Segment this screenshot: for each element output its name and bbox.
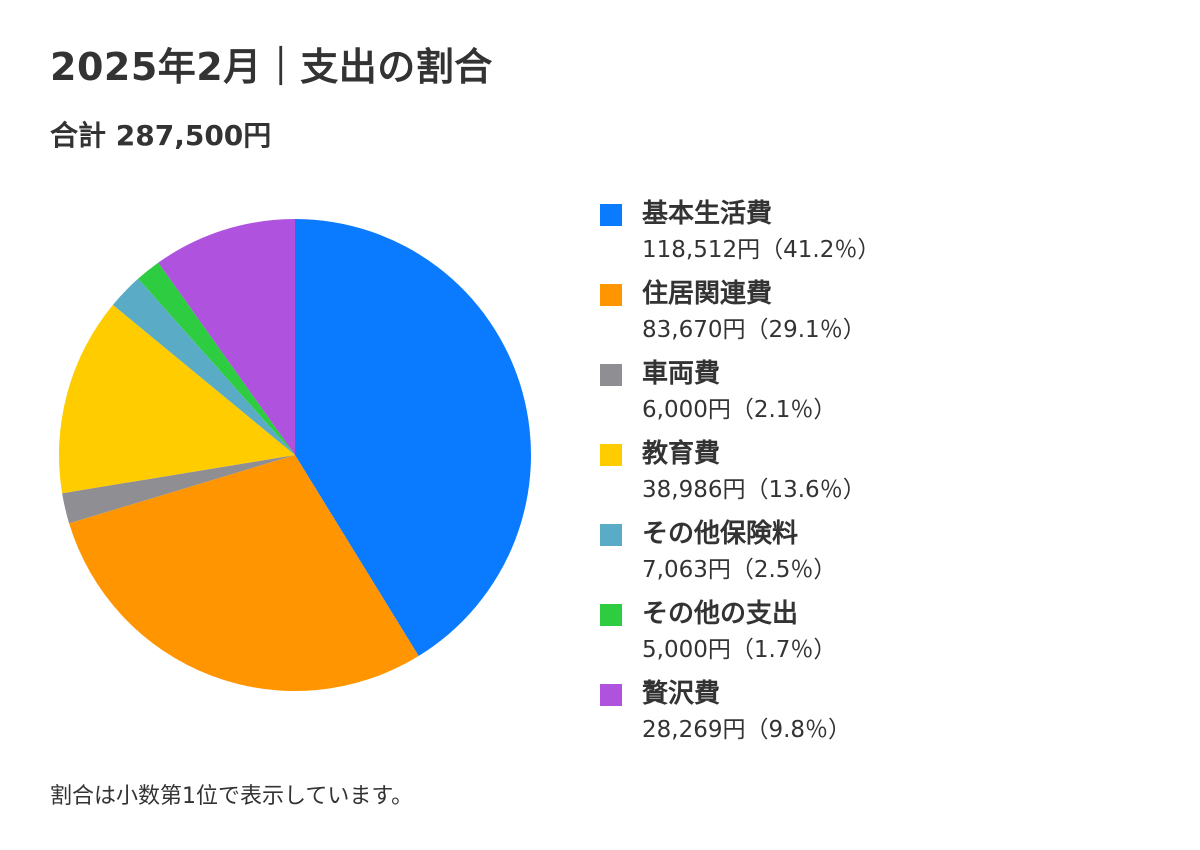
pie-slice-5 xyxy=(112,278,295,455)
pie-slice-1 xyxy=(295,219,531,657)
legend-label: 基本生活費 xyxy=(642,199,773,229)
legend-label: 住居関連費 xyxy=(642,279,773,309)
legend-item-3: 車両費 6,000円（2.1％） xyxy=(600,356,1180,436)
legend-label: 贅沢費 xyxy=(642,679,721,709)
legend-label: その他の支出 xyxy=(642,599,799,629)
legend-label: 車両費 xyxy=(642,359,721,389)
legend-swatch xyxy=(600,684,622,706)
legend-swatch xyxy=(600,604,622,626)
legend-swatch xyxy=(600,364,622,386)
legend-value: 83,670円（29.1％） xyxy=(642,317,866,343)
legend-value: 38,986円（13.6％） xyxy=(642,477,866,503)
legend-swatch xyxy=(600,524,622,546)
chart-title: 2025年2月｜支出の割合 xyxy=(50,45,493,89)
legend-swatch xyxy=(600,204,622,226)
legend-label: 教育費 xyxy=(642,439,721,469)
legend-value: 7,063円（2.5％） xyxy=(642,557,837,583)
legend-label: その他保険料 xyxy=(642,519,799,549)
legend-value: 118,512円（41.2％） xyxy=(642,237,881,263)
pie-slice-2 xyxy=(69,455,419,691)
chart-subtitle: 合計 287,500円 xyxy=(50,119,272,152)
pie-slice-3 xyxy=(62,455,296,524)
legend-value: 5,000円（1.7％） xyxy=(642,637,837,663)
legend-value: 28,269円（9.8％） xyxy=(642,717,852,743)
legend-item-4: 教育費 38,986円（13.6％） xyxy=(600,436,1180,516)
legend-item-5: その他保険料 7,063円（2.5％） xyxy=(600,516,1180,596)
legend-item-6: その他の支出 5,000円（1.7％） xyxy=(600,596,1180,676)
footnote: 割合は小数第1位で表示しています。 xyxy=(50,784,414,809)
legend: 基本生活費 118,512円（41.2％） 住居関連費 83,670円（29.1％） 車… xyxy=(600,196,1180,756)
legend-item-1: 基本生活費 118,512円（41.2％） xyxy=(600,196,1180,276)
pie-slice-4 xyxy=(58,304,295,494)
legend-swatch xyxy=(600,284,622,306)
legend-value: 6,000円（2.1％） xyxy=(642,397,837,423)
legend-swatch xyxy=(600,444,622,466)
pie-slice-6 xyxy=(138,262,295,455)
legend-item-2: 住居関連費 83,670円（29.1％） xyxy=(600,276,1180,356)
pie-slice-7 xyxy=(158,219,295,455)
legend-item-7: 贅沢費 28,269円（9.8％） xyxy=(600,676,1180,756)
